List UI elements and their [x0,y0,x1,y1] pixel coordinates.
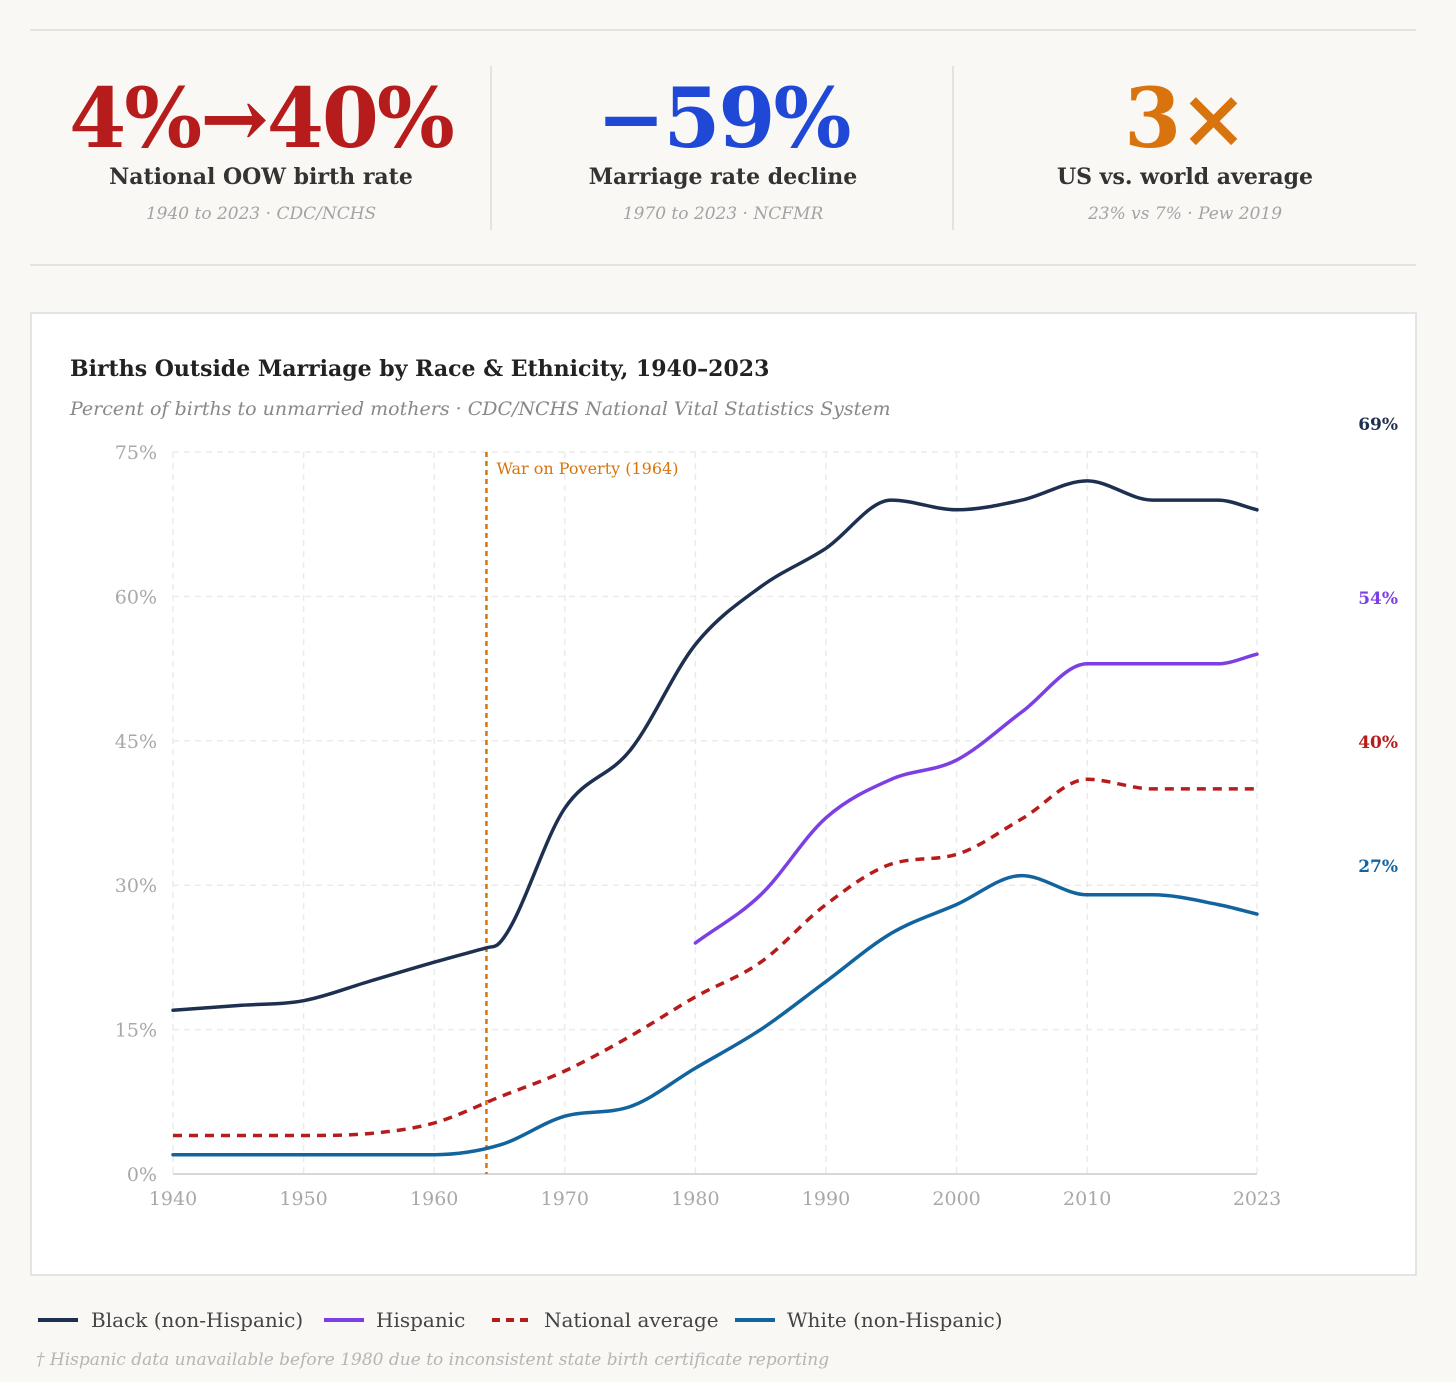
series-end-label: 69% [1358,415,1398,435]
x-tick-label: 1960 [410,1188,458,1210]
stat-divider [490,66,492,230]
stat-label: US vs. world average [1056,164,1314,190]
annotation-label: War on Poverty (1964) [496,459,678,478]
x-tick-label: 2010 [1063,1188,1111,1210]
legend-swatch [735,1318,775,1322]
stats-row: 4%→40% National OOW birth rate 1940 to 2… [30,32,1416,264]
x-tick-label: 2000 [932,1188,980,1210]
chart-legend: Black (non-Hispanic) Hispanic National a… [36,1306,1036,1336]
legend-label: White (non-Hispanic) [787,1308,1003,1332]
y-tick-label: 30% [115,875,157,897]
series-line-national-average [173,777,1257,1138]
stat-value: −59% [596,71,852,167]
stat-oow-rate: 4%→40% National OOW birth rate 1940 to 2… [30,32,492,264]
series-end-label: 54% [1358,589,1398,609]
stat-source: 1940 to 2023 · CDC/NCHS [145,204,377,224]
stats-bottom-divider [30,264,1416,266]
stat-value: 4%→40% [69,71,455,167]
legend-label: Black (non-Hispanic) [91,1308,304,1332]
chart-title: Births Outside Marriage by Race & Ethnic… [70,356,770,382]
stat-label: National OOW birth rate [109,164,413,190]
stat-source: 23% vs 7% · Pew 2019 [1087,204,1283,224]
y-tick-label: 0% [127,1164,157,1186]
y-tick-label: 60% [115,586,157,608]
x-tick-label: 1980 [671,1188,719,1210]
legend-swatch [38,1318,78,1322]
series-end-label: 27% [1358,857,1398,877]
legend-label: National average [544,1308,719,1332]
stat-world-comparison: 3× US vs. world average 23% vs 7% · Pew … [954,32,1416,264]
y-tick-label: 75% [115,442,157,464]
legend-swatch [492,1318,532,1322]
stat-marriage-decline: −59% Marriage rate decline 1970 to 2023 … [492,32,954,264]
x-tick-label: 1950 [279,1188,327,1210]
chart-subtitle: Percent of births to unmarried mothers ·… [70,398,891,420]
series-line-white-non-hispanic [171,873,1259,1157]
chart-card: Births Outside Marriage by Race & Ethnic… [30,312,1417,1276]
series-line-black-non-hispanic [171,479,1259,1013]
x-tick-label: 1970 [541,1188,589,1210]
series-line-hispanic [693,652,1259,945]
x-tick-label: 2023 [1233,1188,1281,1210]
top-divider [30,29,1416,31]
y-tick-label: 15% [115,1020,157,1042]
stat-label: Marriage rate decline [588,164,858,190]
line-chart: 0% 15% 30% 45% 60% 75% 1940 1950 1960 1970 1980 199… [115,415,1398,1210]
stat-divider [952,66,954,230]
series-end-label: 40% [1358,733,1398,753]
footnote: † Hispanic data unavailable before 1980 … [36,1350,830,1370]
legend-label: Hispanic [376,1308,466,1332]
y-tick-label: 45% [115,731,157,753]
x-tick-label: 1990 [802,1188,850,1210]
stat-source: 1970 to 2023 · NCFMR [622,204,824,224]
stat-value: 3× [1124,71,1248,167]
x-tick-label: 1940 [149,1188,197,1210]
legend-swatch [324,1318,364,1322]
